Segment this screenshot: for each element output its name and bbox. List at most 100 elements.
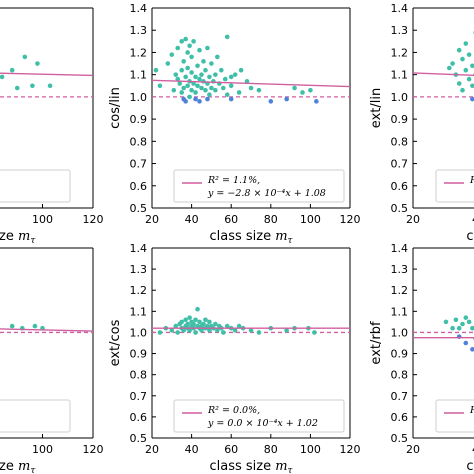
data-point xyxy=(314,99,319,104)
data-point xyxy=(187,315,192,320)
data-point xyxy=(187,43,192,49)
y-tick-label: 1.3 xyxy=(130,24,148,37)
regression-line xyxy=(413,72,474,77)
x-axis-label: c xyxy=(466,459,473,474)
y-tick-label: 1.0 xyxy=(130,326,148,339)
data-point xyxy=(35,61,40,66)
data-point xyxy=(189,54,194,60)
data-point xyxy=(195,63,200,69)
data-point xyxy=(199,72,204,77)
data-point xyxy=(463,315,469,320)
y-tick-label: 0.9 xyxy=(391,348,409,361)
y-tick-label: 0.8 xyxy=(391,369,409,382)
data-point xyxy=(470,96,474,102)
x-axis-label: size mτ xyxy=(0,229,36,246)
y-tick-label: 1.0 xyxy=(130,91,148,104)
data-point xyxy=(209,61,214,66)
x-tick-label: 80 xyxy=(264,443,278,456)
y-tick-label: 1.3 xyxy=(391,24,409,37)
data-point xyxy=(201,321,206,327)
data-point xyxy=(179,319,184,325)
legend: × 10⁻⁴x + 1.13 xyxy=(0,169,71,203)
panel-4: 80100120size mτ× 10⁻⁴x + 1.02 xyxy=(0,247,104,474)
y-tick-label: 1.0 xyxy=(391,326,409,339)
x-axis-label: size mτ xyxy=(0,459,36,474)
data-point xyxy=(169,328,175,333)
x-axis-label: class size mτ xyxy=(209,459,293,474)
data-point xyxy=(199,85,204,91)
legend: R xyxy=(435,399,474,433)
y-axis-label: cos/lin xyxy=(108,87,123,129)
data-point xyxy=(179,39,184,44)
data-point xyxy=(232,72,238,77)
data-point xyxy=(175,76,181,82)
data-point xyxy=(203,87,208,93)
data-point xyxy=(460,321,465,327)
panel-6: 2040600.50.60.70.80.91.01.11.21.31.4ext/… xyxy=(369,242,474,474)
x-axis-label: c xyxy=(466,229,473,244)
y-tick-label: 1.1 xyxy=(391,305,409,318)
data-point xyxy=(9,323,15,329)
y-tick-label: 1.3 xyxy=(130,263,148,276)
data-point xyxy=(213,87,218,93)
y-tick-label: 0.5 xyxy=(391,202,409,215)
data-point xyxy=(215,328,220,333)
data-point xyxy=(456,47,462,53)
y-axis-label: ext/lin xyxy=(369,88,384,128)
data-point xyxy=(185,50,190,55)
data-point xyxy=(463,340,469,346)
data-point xyxy=(195,83,200,89)
data-point xyxy=(157,83,163,89)
y-tick-label: 1.4 xyxy=(130,242,148,255)
data-point xyxy=(191,321,196,327)
data-point xyxy=(209,85,214,91)
data-point xyxy=(207,92,212,97)
data-point xyxy=(215,54,220,60)
data-point xyxy=(201,59,206,64)
y-axis-label: ext/rbf xyxy=(369,321,384,365)
legend-r2: R xyxy=(469,175,474,186)
y-tick-label: 0.7 xyxy=(130,390,148,403)
data-point xyxy=(197,76,202,82)
data-point xyxy=(466,319,472,325)
y-tick-label: 1.1 xyxy=(130,69,148,82)
y-tick-label: 1.4 xyxy=(391,242,409,255)
legend: R xyxy=(435,169,474,203)
data-point xyxy=(173,323,179,329)
data-point xyxy=(183,317,188,323)
data-point xyxy=(165,61,171,66)
data-point xyxy=(207,319,212,325)
data-point xyxy=(456,325,462,331)
data-point xyxy=(193,330,198,335)
y-tick-label: 0.7 xyxy=(391,158,409,171)
x-tick-label: 20 xyxy=(406,443,420,456)
data-point xyxy=(236,90,242,95)
legend-equation: y = −2.8 × 10⁻⁴x + 1.08 xyxy=(207,188,326,199)
panel-2: 20 40 60 80 100 120 0.5 0.6 0.7 0.8 0.9 1.0 1.1 1.2 1.… xyxy=(108,2,361,246)
x-tick-label: 40 xyxy=(185,443,199,456)
y-tick-label: 1.2 xyxy=(391,46,409,59)
data-point xyxy=(213,72,218,77)
x-tick-label: 20 xyxy=(145,443,159,456)
legend-r2: R² = 0.0%, xyxy=(207,405,260,416)
data-point xyxy=(173,72,179,77)
data-point xyxy=(191,81,196,86)
data-point xyxy=(466,52,472,57)
x-tick-label: 100 xyxy=(32,213,53,226)
data-point xyxy=(220,85,226,91)
data-point xyxy=(175,330,181,335)
data-point xyxy=(228,83,234,89)
y-tick-label: 0.5 xyxy=(130,432,148,445)
data-point xyxy=(205,323,210,329)
legend: R² = 1.1%, y = −2.8 × 10⁻⁴x + 1.08 xyxy=(173,169,345,203)
data-point xyxy=(14,85,20,91)
y-axis-label: ext/cos xyxy=(108,319,123,366)
data-point xyxy=(181,85,186,91)
data-point xyxy=(228,96,234,102)
data-point xyxy=(224,323,230,329)
panel-1: 80100120size mτ× 10⁻⁴x + 1.13 xyxy=(0,7,104,246)
data-point xyxy=(22,54,28,60)
data-point xyxy=(193,90,198,95)
data-point xyxy=(47,83,53,89)
